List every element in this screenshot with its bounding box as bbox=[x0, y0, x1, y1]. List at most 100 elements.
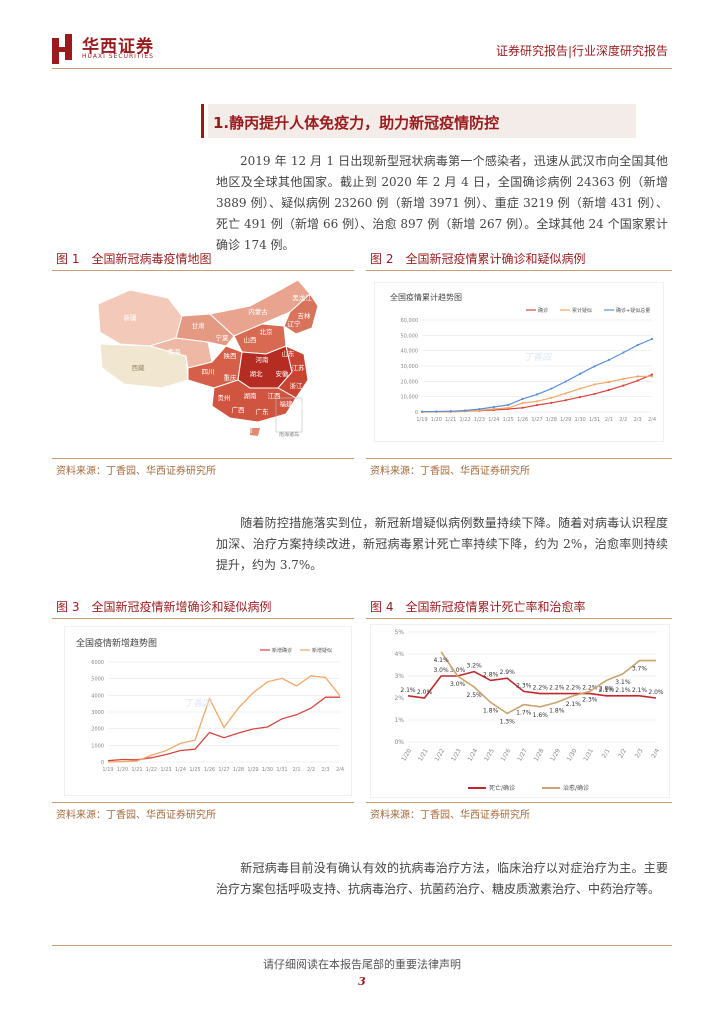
data-point bbox=[535, 393, 539, 396]
figure-2-source: 资料来源：丁香园、华西证券研究所 bbox=[370, 466, 530, 477]
map-label-4: 甘肃 bbox=[192, 321, 206, 330]
figure-2-rule bbox=[366, 270, 672, 271]
map-label-26: 福建 bbox=[280, 399, 294, 408]
data-point bbox=[579, 372, 582, 375]
map-label-25: 广东 bbox=[256, 407, 270, 416]
footer-divider bbox=[52, 945, 672, 946]
data-label: 1.8% bbox=[483, 707, 499, 714]
x-tick-label: 1/23 bbox=[474, 417, 485, 423]
data-point bbox=[593, 392, 596, 396]
paragraph-intro-text: 2019 年 12 月 1 日出现新型冠状病毒第一个感染者，迅速从武汉市向全国其… bbox=[216, 154, 668, 252]
figure-4-source: 资料来源：丁香园、华西证券研究所 bbox=[370, 810, 530, 821]
map-label-14: 四川 bbox=[202, 368, 215, 376]
data-point bbox=[650, 375, 654, 378]
data-point bbox=[550, 387, 553, 390]
data-label: 2.1% bbox=[599, 687, 615, 694]
chart-watermark: 丁香园 bbox=[184, 698, 213, 709]
figure-1-rule bbox=[52, 270, 354, 271]
x-tick-label: 1/25 bbox=[503, 417, 514, 423]
data-label: 3.0% bbox=[433, 667, 449, 674]
y-tick-label: 1% bbox=[394, 717, 404, 724]
legend-label-0: 死亡/确诊 bbox=[489, 784, 515, 792]
map-label-10: 陕西 bbox=[224, 351, 238, 360]
brand-name: 华西证券 bbox=[82, 37, 154, 57]
figure-3-rule bbox=[52, 618, 354, 619]
y-tick-label: 6000 bbox=[91, 660, 104, 666]
data-label: 3.7% bbox=[632, 666, 648, 673]
data-point bbox=[622, 351, 625, 354]
map-region-south bbox=[211, 379, 297, 423]
map-label-16: 安徽 bbox=[276, 369, 290, 378]
data-label: 2.8% bbox=[483, 671, 499, 678]
data-label: 1.3% bbox=[500, 718, 516, 725]
y-tick-label: 50,000 bbox=[401, 333, 419, 339]
y-tick-label: 2% bbox=[394, 695, 404, 702]
figure-4-caption: 图 4 全国新冠疫情累计死亡率和治愈率 bbox=[370, 600, 586, 614]
x-tick-label: 2/4 bbox=[648, 417, 656, 423]
series-line-1 bbox=[440, 651, 656, 715]
y-tick-label: 0 bbox=[415, 410, 418, 416]
data-label: 2.1% bbox=[632, 687, 648, 694]
x-tick-label: 2/1 bbox=[292, 767, 300, 773]
data-label: 1.7% bbox=[516, 710, 532, 717]
data-label: 3.2% bbox=[467, 663, 483, 670]
data-label: 1.6% bbox=[533, 712, 549, 719]
data-point bbox=[579, 396, 582, 399]
data-point bbox=[449, 410, 452, 413]
data-label: 2.1% bbox=[400, 687, 416, 694]
figure-4-source-rule bbox=[366, 802, 672, 803]
south-sea-label: 南海诸岛 bbox=[279, 431, 299, 438]
y-tick-label: 4% bbox=[394, 651, 404, 658]
x-tick-label: 2/1 bbox=[601, 747, 612, 759]
chart-watermark: 丁香园 bbox=[524, 352, 553, 363]
x-tick-label: 1/28 bbox=[546, 417, 557, 423]
y-tick-label: 3000 bbox=[91, 710, 104, 716]
map-label-7: 北京 bbox=[260, 327, 274, 336]
legal-notice: 请仔细阅读在本报告尾部的重要法律声明 bbox=[263, 958, 461, 971]
map-label-0: 黑龙江 bbox=[292, 293, 312, 302]
map-label-12: 山东 bbox=[282, 349, 296, 358]
map-label-22: 云南 bbox=[194, 393, 208, 402]
paragraph-treatment: 新冠病毒目前没有确认有效的抗病毒治疗方法，临床治疗以对症治疗为主。主要治疗方案包… bbox=[216, 858, 668, 900]
series-line-0 bbox=[107, 696, 340, 762]
data-point bbox=[636, 343, 639, 347]
x-tick-label: 2/3 bbox=[634, 747, 645, 759]
legend-label-0: 新增确诊 bbox=[272, 647, 292, 654]
figure-1-source-rule bbox=[52, 458, 354, 459]
x-tick-label: 2/4 bbox=[650, 747, 661, 759]
section-marker bbox=[201, 104, 204, 138]
data-label: 2.1% bbox=[615, 687, 631, 694]
data-point bbox=[521, 406, 524, 409]
header-divider bbox=[52, 68, 672, 69]
data-label: 4.1% bbox=[433, 657, 449, 664]
data-point bbox=[521, 397, 524, 401]
data-label: 2.0% bbox=[648, 689, 664, 696]
x-tick-label: 1/30 bbox=[262, 767, 273, 773]
map-label-6: 山西 bbox=[244, 335, 258, 344]
data-point bbox=[607, 388, 610, 392]
data-point bbox=[535, 403, 539, 407]
data-label: 1.8% bbox=[549, 707, 565, 714]
y-tick-label: 40,000 bbox=[401, 349, 419, 355]
map-label-3: 新疆 bbox=[124, 313, 138, 322]
data-point bbox=[564, 399, 567, 402]
paragraph-trend: 随着防控措施落实到位，新冠新增疑似病例数量持续下降。随着对病毒认识程度加深、治疗… bbox=[216, 513, 668, 576]
x-tick-label: 1/24 bbox=[175, 767, 186, 773]
series-line-0 bbox=[407, 670, 657, 699]
x-tick-label: 1/25 bbox=[189, 767, 200, 773]
chart-frame bbox=[374, 282, 664, 442]
x-tick-label: 1/20 bbox=[117, 767, 128, 773]
report-type: 证券研究报告|行业深度研究报告 bbox=[495, 44, 668, 58]
map-label-5: 宁夏 bbox=[216, 333, 230, 342]
legend-label-1: 治愈/确诊 bbox=[563, 784, 589, 792]
x-tick-label: 1/27 bbox=[218, 767, 229, 773]
brand-logo-icon bbox=[52, 34, 72, 64]
map-label-21: 浙江 bbox=[290, 381, 304, 390]
data-point bbox=[593, 365, 596, 368]
x-tick-label: 2/3 bbox=[321, 767, 329, 773]
figure-2-source-rule bbox=[366, 458, 672, 459]
x-tick-label: 1/22 bbox=[460, 417, 471, 423]
figure-3-source: 资料来源：丁香园、华西证券研究所 bbox=[56, 810, 216, 821]
paragraph-intro: 2019 年 12 月 1 日出现新型冠状病毒第一个感染者，迅速从武汉市向全国其… bbox=[216, 151, 668, 256]
map-label-2: 内蒙古 bbox=[248, 307, 268, 316]
